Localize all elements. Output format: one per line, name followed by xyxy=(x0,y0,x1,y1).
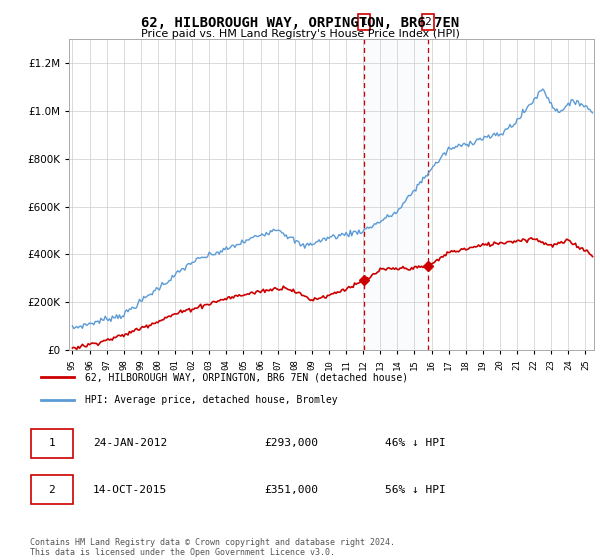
Text: HPI: Average price, detached house, Bromley: HPI: Average price, detached house, Brom… xyxy=(85,395,337,405)
Text: 1: 1 xyxy=(361,17,368,27)
Text: £293,000: £293,000 xyxy=(265,438,319,448)
Text: 2: 2 xyxy=(49,485,55,494)
Text: 62, HILBOROUGH WAY, ORPINGTON, BR6 7EN: 62, HILBOROUGH WAY, ORPINGTON, BR6 7EN xyxy=(141,16,459,30)
Text: 2: 2 xyxy=(425,17,431,27)
Text: 62, HILBOROUGH WAY, ORPINGTON, BR6 7EN (detached house): 62, HILBOROUGH WAY, ORPINGTON, BR6 7EN (… xyxy=(85,372,408,382)
FancyBboxPatch shape xyxy=(31,475,73,504)
Text: £351,000: £351,000 xyxy=(265,485,319,494)
Text: 24-JAN-2012: 24-JAN-2012 xyxy=(93,438,167,448)
Text: Price paid vs. HM Land Registry's House Price Index (HPI): Price paid vs. HM Land Registry's House … xyxy=(140,29,460,39)
Bar xyxy=(364,39,428,350)
Text: 46% ↓ HPI: 46% ↓ HPI xyxy=(385,438,446,448)
Text: 56% ↓ HPI: 56% ↓ HPI xyxy=(385,485,446,494)
Text: Contains HM Land Registry data © Crown copyright and database right 2024.
This d: Contains HM Land Registry data © Crown c… xyxy=(30,538,395,557)
Text: 1: 1 xyxy=(49,438,55,448)
Text: 14-OCT-2015: 14-OCT-2015 xyxy=(93,485,167,494)
FancyBboxPatch shape xyxy=(31,428,73,458)
